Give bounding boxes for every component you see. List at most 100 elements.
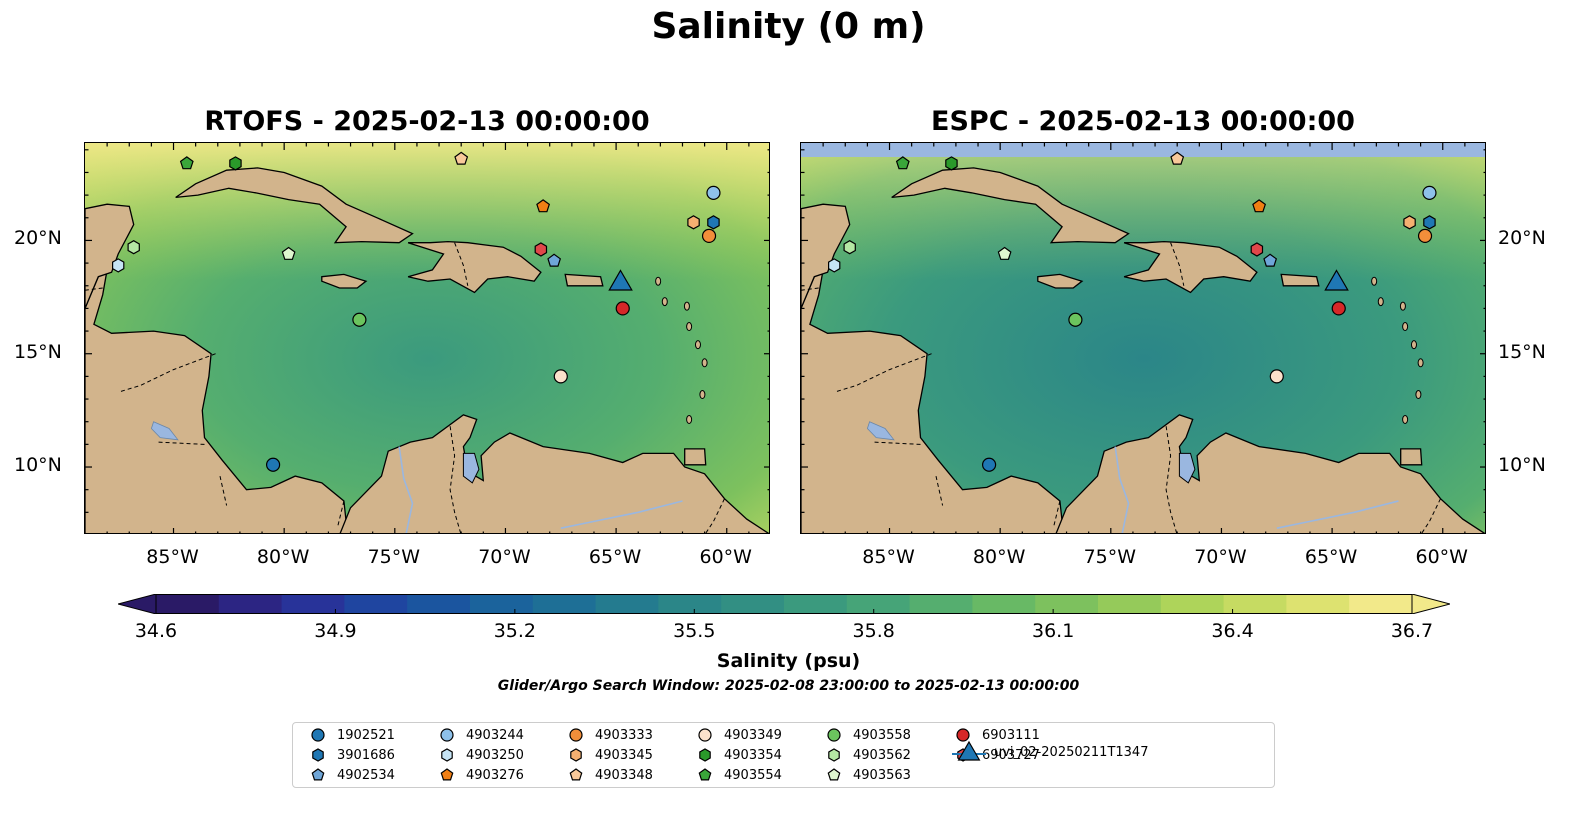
lat-tick-label-left: 20°N: [14, 227, 62, 250]
colorbar-tick-label: 34.6: [134, 620, 178, 642]
colorbar-segment: [344, 594, 408, 614]
legend-marker-4903333: [569, 728, 583, 742]
legend-item: 4903333: [565, 727, 653, 743]
marker-4903554: [895, 156, 910, 170]
marker-6903727: [534, 242, 548, 257]
marker-6903111: [1331, 301, 1346, 316]
legend-marker-3901686: [312, 748, 324, 762]
marker-4903333: [701, 228, 717, 244]
legend-label: 4903563: [853, 767, 911, 783]
marker-4903250: [112, 258, 125, 273]
legend-label: uvi_02-20250211T1347: [994, 744, 1149, 760]
legend-marker-4903250: [441, 748, 453, 762]
lon-tick-label: 75°W: [1083, 546, 1137, 568]
colorbar-label: Salinity (psu): [716, 650, 861, 672]
lon-tick-label: 65°W: [588, 546, 642, 568]
legend-item: 4903348: [565, 767, 653, 783]
colorbar-tick-label: 35.5: [673, 620, 716, 642]
rtofs-map-panel: [84, 142, 770, 534]
legend-item: 4903562: [823, 747, 911, 763]
lon-tick-label: 60°W: [699, 546, 752, 568]
colorbar-segment: [784, 594, 848, 614]
lon-tick-label: 75°W: [367, 546, 421, 568]
legend-item: 4903354: [694, 747, 782, 763]
marker-4903349: [553, 369, 568, 384]
colorbar-segment: [532, 594, 597, 614]
figure-title: Salinity (0 m): [651, 6, 926, 47]
legend-item: 4903558: [823, 727, 911, 743]
colorbar-segment: [595, 594, 659, 614]
lat-tick-label-right: 10°N: [1498, 454, 1546, 477]
marker-4903563: [281, 246, 296, 260]
legend-marker-1902521: [311, 728, 325, 742]
colorbar-segment: [1286, 594, 1350, 614]
legend-item: 4903554: [694, 767, 782, 783]
marker-4903345: [1403, 215, 1416, 230]
legend-item: 1902521: [307, 727, 395, 743]
marker-1902521: [981, 457, 997, 472]
legend-marker-4903244: [440, 728, 454, 742]
legend-label: 4903333: [595, 727, 653, 743]
marker-4903554: [179, 156, 194, 170]
colorbar-tick-label: 35.2: [493, 620, 536, 642]
colorbar-segment: [846, 594, 911, 614]
marker-4903354: [945, 156, 958, 171]
legend-label: 4903354: [724, 747, 782, 763]
lon-tick-label: 80°W: [972, 546, 1026, 568]
marker-4903348: [1170, 151, 1185, 165]
colorbar-segment: [407, 594, 471, 614]
legend-marker-4903562: [828, 748, 840, 762]
marker-4902534: [547, 253, 562, 267]
legend-label: 3901686: [337, 747, 395, 763]
legend-label: 1902521: [337, 727, 395, 743]
legend-label: 4903558: [853, 727, 911, 743]
marker-4903276: [536, 199, 551, 213]
lat-tick-label-right: 15°N: [1498, 340, 1546, 363]
legend-item: uvi_02-20250211T1347: [952, 739, 1148, 765]
colorbar-tick-label: 34.9: [314, 620, 357, 642]
marker-4903562: [127, 240, 140, 255]
colorbar-segment: [1098, 594, 1162, 614]
colorbar-segment: [972, 594, 1036, 614]
marker-4903558: [1068, 312, 1083, 327]
marker-3901686: [707, 215, 720, 230]
legend-label: 4903250: [466, 747, 524, 763]
lon-tick-label: 70°W: [478, 546, 531, 568]
lon-tick-label: 65°W: [1304, 546, 1358, 568]
legend-marker-4903558: [827, 728, 841, 742]
legend-label: 4903348: [595, 767, 653, 783]
espc-map-panel: [800, 142, 1486, 534]
colorbar-segment: [218, 594, 283, 614]
marker-4902534: [1263, 253, 1278, 267]
colorbar-tick-label: 36.7: [1390, 620, 1434, 642]
marker-4903250: [828, 258, 841, 273]
legend-marker-4903349: [698, 728, 712, 742]
legend-label: 4903276: [466, 767, 524, 783]
marker-6903111: [615, 301, 630, 316]
lon-tick-label: 60°W: [1415, 546, 1468, 568]
legend-item: 6903111: [952, 727, 1040, 743]
legend-marker-4903354: [699, 748, 711, 762]
legend-item: 3901686: [307, 747, 395, 763]
lat-tick-label-left: 15°N: [14, 340, 62, 363]
legend-label: 4903345: [595, 747, 653, 763]
colorbar-segment: [909, 594, 973, 614]
legend-label: 6903111: [982, 727, 1040, 743]
legend-label: 4903562: [853, 747, 911, 763]
legend-marker-uvi_02-20250211T1347: [957, 740, 981, 761]
marker-4903244: [706, 185, 721, 200]
colorbar-segment: [658, 594, 722, 614]
legend-item: 4902534: [307, 767, 395, 783]
legend-label: 4902534: [337, 767, 395, 783]
marker-3901686: [1423, 215, 1436, 230]
colorbar-tick-label: 36.1: [1031, 620, 1075, 642]
legend-marker-4902534: [311, 768, 325, 781]
colorbar-segment: [281, 594, 345, 614]
legend-label: 4903244: [466, 727, 524, 743]
colorbar-segment: [470, 594, 534, 614]
legend-marker-4903276: [440, 768, 454, 781]
lon-tick-label: 80°W: [256, 546, 310, 568]
legend-item: 4903349: [694, 727, 782, 743]
marker-uvi_02-20250211T1347: [1324, 269, 1349, 291]
marker-1902521: [265, 457, 281, 472]
